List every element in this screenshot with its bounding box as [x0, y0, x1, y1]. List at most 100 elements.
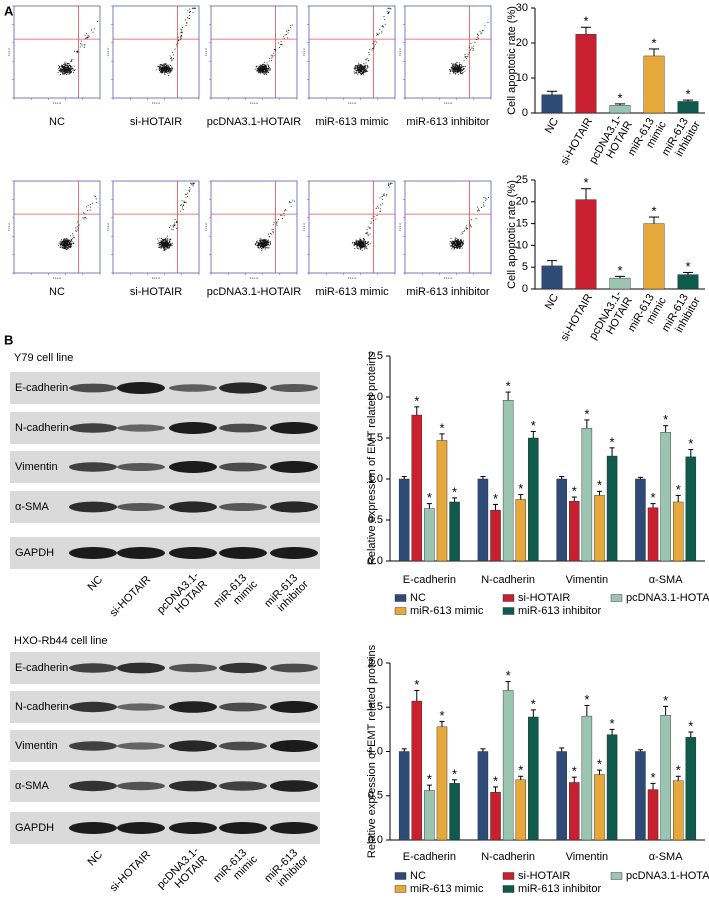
- flow-dot: [64, 66, 66, 68]
- flow-dot: [358, 65, 360, 67]
- flow-dot: [163, 72, 165, 74]
- flow-dot: [266, 243, 268, 245]
- flow-dot: [266, 69, 268, 71]
- flow-dot: [71, 242, 73, 244]
- flow-dot: [264, 244, 266, 246]
- flow-dot: [454, 246, 456, 248]
- significance-marker: *: [439, 420, 444, 435]
- flow-dot: [456, 64, 458, 66]
- flow-dot: [362, 238, 364, 240]
- flow-dot: [365, 67, 366, 69]
- flow-dot: [60, 242, 62, 244]
- flow-dot: [67, 70, 68, 72]
- lane-label: NC: [85, 849, 105, 869]
- flow-dot: [364, 67, 365, 69]
- flow-plot-frame: [112, 5, 200, 99]
- flow-dot: [165, 69, 167, 71]
- flow-dot: [360, 243, 362, 245]
- blot-band: [69, 383, 117, 393]
- flow-plot-frame: [13, 5, 101, 99]
- flow-dot: [261, 247, 263, 249]
- flow-dot: [471, 46, 473, 48]
- flow-dot: [257, 244, 259, 246]
- x-tick-label: N-cadherin: [481, 851, 535, 863]
- flow-dot: [455, 238, 457, 240]
- flow-dot: [354, 66, 356, 68]
- flow-dot: [456, 240, 457, 241]
- flow-dot: [479, 31, 481, 33]
- flow-dot: [285, 208, 286, 210]
- flow-dot: [459, 68, 461, 70]
- flow-dot: [165, 242, 167, 244]
- flow-dot: [459, 243, 461, 245]
- flow-dot: [266, 247, 268, 249]
- flow-dot: [256, 70, 258, 72]
- flow-dot: [266, 62, 268, 64]
- y-tick-label: 2.0: [368, 391, 383, 403]
- flow-dot: [388, 11, 390, 13]
- flow-dot: [70, 235, 71, 237]
- flow-dot: [261, 68, 263, 70]
- flow-dot: [180, 28, 182, 30]
- flow-dot: [290, 205, 292, 207]
- x-tick-label: α-SMA: [649, 574, 684, 586]
- flow-dot: [64, 244, 66, 246]
- significance-marker: *: [572, 483, 577, 498]
- flow-dot: [192, 184, 194, 186]
- flow-dot: [169, 240, 171, 242]
- blot-band: [69, 462, 117, 472]
- flow-dot: [166, 70, 167, 72]
- flow-dot: [450, 241, 452, 243]
- error-bar: [559, 747, 565, 752]
- bar: [575, 34, 597, 114]
- flow-dot: [375, 218, 377, 220]
- flow-dot: [360, 65, 362, 67]
- flow-dot: [87, 210, 89, 211]
- error-bar: [559, 476, 565, 479]
- flow-dot: [458, 64, 460, 66]
- flow-dot: [73, 72, 75, 73]
- flow-dot: [263, 244, 264, 246]
- error-bar: [505, 681, 511, 691]
- flow-dot: [454, 237, 456, 239]
- flow-dot: [75, 230, 77, 232]
- flow-dot: [163, 247, 165, 249]
- flow-dot: [290, 24, 292, 26]
- flow-dot: [64, 241, 65, 243]
- flow-dot: [290, 27, 292, 29]
- flow-dot: [260, 71, 262, 73]
- flow-dot: [63, 69, 65, 70]
- flow-dot: [62, 66, 64, 68]
- x-tick-label: miR-613 inhibitor: [660, 289, 703, 340]
- y-tick-label: 0.5: [368, 514, 383, 526]
- error-bar: [637, 476, 643, 479]
- flow-plot-label: NC: [49, 286, 65, 298]
- flow-dot: [453, 68, 455, 69]
- flow-dot: [61, 242, 63, 244]
- flow-dot: [157, 242, 159, 244]
- flow-dot: [454, 70, 455, 71]
- flow-dot: [172, 59, 174, 61]
- flow-dot: [163, 70, 165, 71]
- bar: [515, 499, 526, 562]
- flow-dot: [192, 185, 194, 187]
- flow-dot: [160, 66, 162, 68]
- flow-dot: [165, 71, 167, 73]
- flow-dot: [363, 71, 365, 73]
- blot-band: [69, 547, 117, 559]
- flow-dot: [73, 65, 75, 67]
- flow-dot: [265, 240, 267, 242]
- flow-dot: [168, 71, 170, 72]
- flow-dot: [263, 69, 265, 71]
- flow-dot: [167, 68, 169, 70]
- flow-dot: [161, 247, 163, 249]
- flow-dot: [69, 65, 70, 66]
- bar: [672, 780, 684, 841]
- flow-dot: [166, 246, 167, 248]
- flow-dot: [367, 67, 368, 69]
- flow-dot: [170, 243, 172, 245]
- flow-dot: [372, 43, 374, 45]
- flow-dot: [163, 248, 165, 250]
- flow-dot: [176, 221, 177, 222]
- flow-dot: [473, 48, 474, 50]
